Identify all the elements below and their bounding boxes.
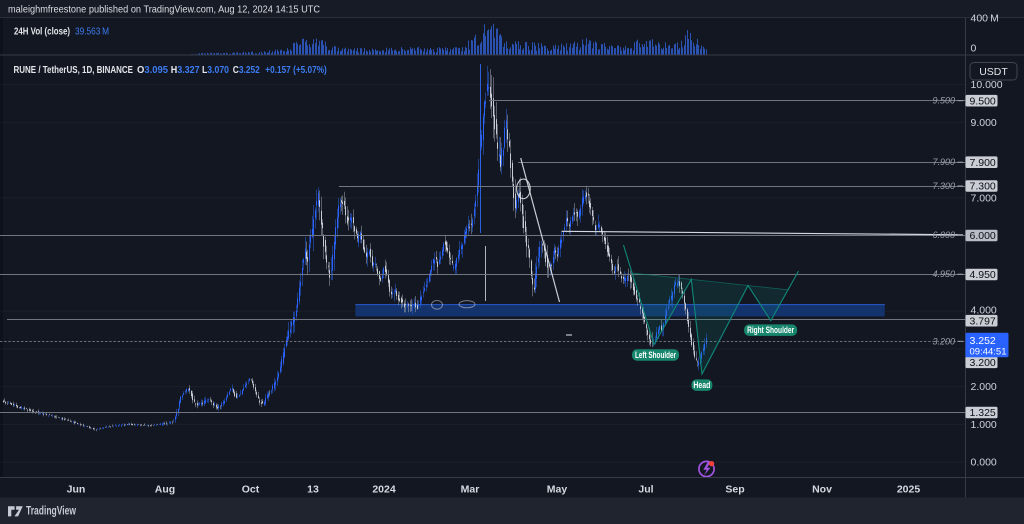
- svg-text:3.252: 3.252: [970, 335, 996, 347]
- svg-text:3.797: 3.797: [970, 315, 996, 327]
- svg-text:400 M: 400 M: [971, 13, 999, 25]
- svg-text:Sep: Sep: [725, 484, 744, 496]
- svg-text:0.000: 0.000: [971, 457, 997, 469]
- svg-text:2.000: 2.000: [971, 381, 997, 393]
- svg-text:39.563 M: 39.563 M: [75, 26, 109, 38]
- svg-text:13: 13: [307, 484, 319, 496]
- svg-text:H3.327: H3.327: [171, 64, 200, 76]
- svg-text:10.000: 10.000: [971, 79, 1003, 91]
- svg-text:Aug: Aug: [155, 484, 175, 496]
- svg-text:7.000: 7.000: [971, 193, 997, 205]
- svg-text:9.500: 9.500: [932, 96, 955, 106]
- svg-text:9.000: 9.000: [971, 117, 997, 129]
- svg-text:6.000: 6.000: [970, 230, 996, 242]
- svg-text:9.500: 9.500: [970, 95, 996, 107]
- svg-text:4.000: 4.000: [971, 305, 997, 317]
- svg-text:7.300: 7.300: [970, 181, 996, 193]
- svg-text:RUNE / TetherUS, 1D, BINANCE: RUNE / TetherUS, 1D, BINANCE: [14, 64, 134, 76]
- svg-text:O3.095: O3.095: [137, 64, 168, 76]
- svg-text:24H Vol (close): 24H Vol (close): [14, 26, 70, 38]
- svg-text:Left Shoulder: Left Shoulder: [635, 350, 676, 360]
- svg-text:0: 0: [971, 43, 977, 55]
- svg-text:7.300: 7.300: [932, 181, 955, 191]
- svg-text:Oct: Oct: [242, 484, 260, 496]
- svg-text:2025: 2025: [897, 484, 921, 496]
- svg-text:maleighmfreestone published on: maleighmfreestone published on TradingVi…: [8, 4, 320, 16]
- svg-text:09:44:51: 09:44:51: [970, 347, 1007, 358]
- svg-text:Jun: Jun: [67, 484, 86, 496]
- svg-text:1.000: 1.000: [971, 419, 997, 431]
- svg-text:May: May: [547, 484, 568, 496]
- svg-text:Head: Head: [693, 380, 710, 390]
- svg-text:7.900: 7.900: [970, 157, 996, 169]
- svg-text:Jul: Jul: [638, 484, 653, 496]
- svg-text:7.900: 7.900: [932, 157, 955, 167]
- svg-text:TradingView: TradingView: [26, 506, 76, 518]
- svg-text:2024: 2024: [372, 484, 396, 496]
- svg-text:Nov: Nov: [812, 484, 832, 496]
- svg-text:4.950: 4.950: [970, 269, 996, 281]
- svg-text:4.950: 4.950: [932, 269, 955, 279]
- svg-text:Mar: Mar: [461, 484, 480, 496]
- svg-text:+0.157 (+5.07%): +0.157 (+5.07%): [265, 64, 327, 76]
- svg-text:C3.252: C3.252: [233, 64, 260, 76]
- svg-text:3.200: 3.200: [932, 336, 955, 346]
- svg-text:Right Shoulder: Right Shoulder: [747, 325, 794, 335]
- svg-text:3.200: 3.200: [970, 357, 996, 369]
- svg-text:1.325: 1.325: [970, 407, 996, 419]
- svg-text:6.000: 6.000: [932, 230, 955, 240]
- svg-text:L3.070: L3.070: [202, 64, 229, 76]
- svg-text:USDT: USDT: [979, 66, 1008, 78]
